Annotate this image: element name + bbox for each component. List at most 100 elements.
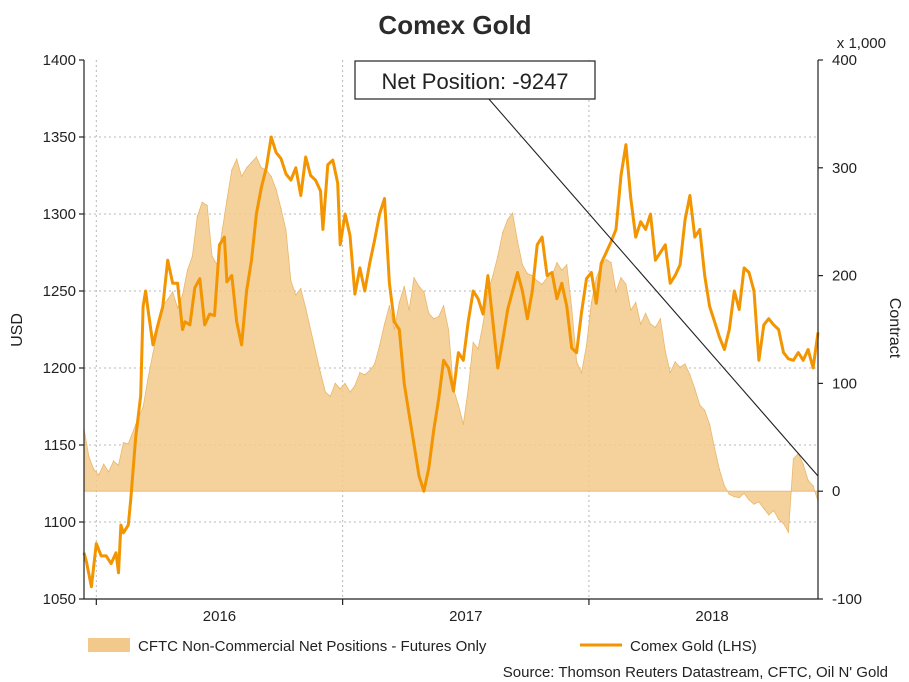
net-position-point — [802, 463, 804, 465]
gold-price-point — [698, 228, 701, 231]
gold-price-point — [250, 259, 253, 262]
net-position-point — [595, 277, 597, 279]
net-position-point — [541, 283, 543, 285]
net-position-point — [679, 366, 681, 368]
gold-price-point — [674, 274, 676, 277]
net-position-point — [773, 510, 775, 512]
net-position-point — [285, 229, 287, 231]
net-position-point — [191, 255, 193, 257]
gold-price-point — [595, 302, 598, 305]
net-position-point — [664, 350, 666, 352]
gold-price-point — [743, 267, 745, 269]
gold-price-point — [565, 305, 568, 308]
net-position-point — [763, 507, 765, 510]
gold-price-point — [792, 359, 795, 362]
left-tick-label: 1200 — [43, 360, 76, 377]
gold-price-point — [807, 348, 809, 351]
gold-price-point — [147, 308, 149, 311]
gold-price-point — [580, 311, 583, 314]
left-tick-label: 1150 — [44, 437, 76, 454]
gold-price-point — [748, 271, 750, 274]
gold-price-point — [546, 274, 548, 277]
gold-price-point — [620, 174, 622, 177]
gold-price-point — [127, 524, 130, 526]
gold-price-point — [659, 251, 662, 254]
net-position-point — [492, 275, 494, 277]
net-position-point — [226, 199, 228, 201]
x-tick-label: 2017 — [449, 608, 482, 625]
gold-price-point — [194, 287, 196, 289]
gold-price-point — [331, 159, 334, 161]
net-position-point — [255, 156, 258, 158]
annotation-box — [354, 60, 596, 100]
gold-price-point — [115, 552, 117, 554]
gold-price-point — [763, 324, 765, 326]
gold-price-point — [339, 244, 341, 246]
net-position-point — [546, 277, 548, 279]
gold-price-point — [245, 290, 248, 292]
gold-price-point — [408, 413, 410, 416]
net-position-point — [88, 456, 90, 458]
gold-price-point — [644, 228, 647, 231]
net-position-point — [615, 291, 617, 293]
gold-price-point — [166, 259, 169, 262]
gold-price-point — [694, 236, 696, 238]
net-position-point — [147, 377, 149, 379]
gold-price-point — [600, 262, 603, 265]
net-position-point — [359, 372, 361, 374]
net-position-point — [250, 161, 253, 164]
net-position-point — [472, 341, 474, 344]
gold-price-point — [684, 219, 686, 221]
gold-price-point — [403, 382, 406, 385]
net-position-point — [403, 285, 405, 287]
net-position-point — [630, 309, 632, 311]
net-position-point — [201, 201, 203, 203]
gold-price-point — [738, 308, 740, 311]
gold-price-point — [467, 321, 470, 323]
net-position-point — [142, 406, 144, 408]
gold-price-point — [575, 351, 578, 354]
gold-price-point — [265, 167, 268, 169]
net-position-point — [117, 464, 120, 466]
net-position-point — [236, 158, 238, 160]
gold-price-point — [354, 293, 356, 295]
gold-price-point — [285, 173, 287, 175]
net-position-point — [319, 372, 322, 374]
gold-price-point — [654, 259, 657, 262]
gold-price-point — [388, 282, 391, 285]
net-position-point — [482, 323, 484, 325]
gold-price-point — [462, 359, 465, 362]
net-position-point — [93, 469, 95, 471]
net-position-point — [516, 240, 519, 242]
net-position-point — [649, 323, 652, 325]
gold-price-point — [713, 321, 716, 323]
net-position-point — [196, 215, 198, 217]
gold-price-point — [536, 244, 539, 246]
gold-price-point — [218, 244, 221, 246]
gold-price-point — [319, 190, 322, 192]
net-position-point — [709, 423, 711, 425]
net-position-point — [393, 328, 395, 331]
gold-price-point — [363, 290, 366, 292]
chart-title: Comex Gold — [378, 10, 531, 40]
net-position-point — [812, 485, 814, 487]
gold-price-point — [100, 555, 103, 557]
gold-price-point — [260, 187, 263, 189]
gold-price-point — [506, 308, 509, 311]
right-axis-label: Contract — [886, 298, 903, 359]
gold-price-point — [802, 359, 805, 362]
net-position-point — [245, 167, 248, 169]
gold-price-point — [290, 179, 292, 181]
left-axis-label: USD — [9, 313, 26, 347]
net-position-point — [733, 495, 735, 498]
gold-price-point — [516, 271, 519, 274]
gold-price-point — [718, 336, 721, 339]
gold-price-point — [649, 213, 652, 215]
right-tick-label: -100 — [832, 591, 862, 608]
gold-price-point — [521, 290, 524, 292]
gold-price-point — [299, 194, 302, 197]
net-position-point — [669, 372, 671, 374]
net-position-point — [383, 323, 386, 325]
net-position-point — [556, 262, 558, 264]
gold-price-point — [556, 297, 558, 300]
